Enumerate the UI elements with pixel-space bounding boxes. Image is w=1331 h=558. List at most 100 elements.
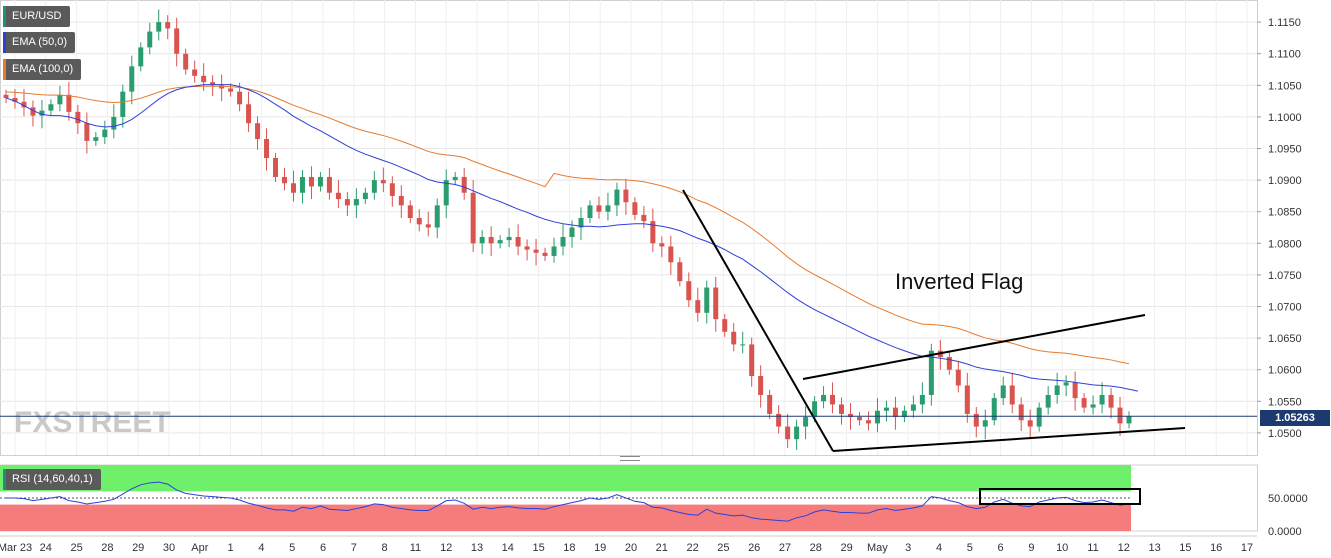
candle-body bbox=[722, 319, 728, 332]
rsi-tick-label: 50.0000 bbox=[1268, 493, 1308, 505]
price-grid: FXSTREET bbox=[0, 0, 1258, 456]
date-tick-label: 29 bbox=[840, 542, 852, 554]
candle-body bbox=[955, 369, 961, 386]
candle bbox=[1108, 388, 1114, 419]
price-tick-label: 1.0750 bbox=[1268, 270, 1302, 282]
candle bbox=[326, 168, 332, 200]
candle bbox=[856, 412, 862, 426]
candle bbox=[524, 239, 530, 261]
candle bbox=[228, 83, 234, 97]
rsi-highlight-box bbox=[979, 488, 1141, 505]
date-tick-label: 6 bbox=[320, 542, 326, 554]
candle bbox=[794, 419, 800, 450]
candle-body bbox=[856, 417, 862, 421]
date-tick-label: Mar 23 bbox=[0, 542, 32, 554]
date-tick-label: 16 bbox=[1210, 542, 1222, 554]
date-tick-label: 27 bbox=[779, 542, 791, 554]
candle-body bbox=[30, 107, 36, 116]
candle-body bbox=[470, 192, 476, 244]
date-tick-label: 14 bbox=[502, 542, 514, 554]
candle-body bbox=[84, 123, 90, 141]
candle-body bbox=[821, 394, 827, 402]
candle bbox=[461, 168, 467, 200]
candle bbox=[210, 75, 216, 97]
candle-body bbox=[290, 183, 296, 193]
candle bbox=[111, 104, 117, 139]
date-tick-label: May bbox=[867, 542, 888, 554]
date-tick-label: 15 bbox=[532, 542, 544, 554]
date-tick-label: 6 bbox=[998, 542, 1004, 554]
candle bbox=[821, 386, 827, 409]
candle-body bbox=[704, 287, 710, 313]
candle bbox=[919, 382, 925, 414]
date-tick-label: 29 bbox=[132, 542, 144, 554]
ema50-label[interactable]: EMA (50,0) bbox=[3, 32, 76, 53]
candle-body bbox=[560, 236, 566, 247]
date-tick-label: 9 bbox=[1028, 542, 1034, 554]
date-tick-label: 11 bbox=[1087, 542, 1098, 554]
candle-body bbox=[129, 66, 135, 92]
rsi-line bbox=[6, 481, 1130, 522]
candle-body bbox=[605, 205, 611, 212]
candle-body bbox=[524, 246, 530, 250]
candle bbox=[623, 178, 629, 215]
candle bbox=[973, 406, 979, 438]
candle bbox=[533, 238, 539, 266]
candle bbox=[650, 208, 656, 253]
candle-body bbox=[659, 243, 665, 247]
flagpole-line bbox=[682, 189, 834, 452]
candle-body bbox=[946, 357, 952, 370]
candle bbox=[48, 99, 54, 116]
date-tick-label: 5 bbox=[289, 542, 295, 554]
candle bbox=[982, 409, 988, 440]
candle-body bbox=[371, 180, 377, 193]
candle bbox=[308, 166, 314, 200]
candle bbox=[596, 196, 602, 219]
candle-body bbox=[264, 139, 270, 158]
symbol-label[interactable]: EUR/USD bbox=[3, 6, 70, 27]
candle-body bbox=[785, 426, 791, 440]
candle-body bbox=[192, 69, 198, 76]
rsi-label[interactable]: RSI (14,60,40,1) bbox=[3, 469, 101, 490]
candle bbox=[84, 112, 90, 154]
candle-body bbox=[641, 214, 647, 222]
price-tick-label: 1.0800 bbox=[1268, 238, 1302, 250]
candle bbox=[1072, 371, 1078, 411]
candle-body bbox=[740, 344, 746, 346]
candle-body bbox=[120, 91, 126, 117]
date-tick-label: 25 bbox=[717, 542, 729, 554]
candle bbox=[282, 168, 288, 191]
date-tick-label: 26 bbox=[748, 542, 760, 554]
date-tick-label: 28 bbox=[101, 542, 113, 554]
candle-body bbox=[650, 221, 656, 244]
candle bbox=[865, 411, 871, 431]
annotation-inverted-flag: Inverted Flag bbox=[895, 269, 1023, 294]
candle bbox=[380, 167, 386, 193]
candle-body bbox=[506, 236, 512, 241]
candle-body bbox=[461, 176, 467, 193]
price-tick-label: 1.1100 bbox=[1268, 49, 1301, 61]
panel-splitter-handle[interactable] bbox=[620, 456, 640, 461]
candle bbox=[1018, 397, 1024, 431]
ema100-label[interactable]: EMA (100,0) bbox=[3, 59, 82, 80]
candle bbox=[425, 211, 431, 237]
candle bbox=[1027, 409, 1033, 440]
candle-body bbox=[39, 110, 45, 116]
candle-body bbox=[533, 249, 539, 253]
candle bbox=[174, 17, 180, 67]
candle-body bbox=[883, 407, 889, 411]
candle bbox=[874, 398, 880, 433]
candle bbox=[93, 132, 99, 146]
candle-body bbox=[66, 94, 72, 112]
candlestick-series bbox=[3, 9, 1132, 450]
date-axis: Mar 23 24 25 28 29 30 Apr 1 4 5 6 7 8 11 12 13 14 15 18 19 2… bbox=[0, 535, 1257, 554]
date-tick-label: 8 bbox=[382, 542, 388, 554]
candle bbox=[488, 226, 494, 256]
candle-body bbox=[93, 137, 99, 141]
date-tick-label: 25 bbox=[70, 542, 82, 554]
candle-body bbox=[596, 205, 602, 212]
candle-body bbox=[479, 236, 485, 244]
candle bbox=[1054, 372, 1060, 404]
date-tick-label: 7 bbox=[351, 542, 357, 554]
candle-body bbox=[839, 404, 845, 414]
